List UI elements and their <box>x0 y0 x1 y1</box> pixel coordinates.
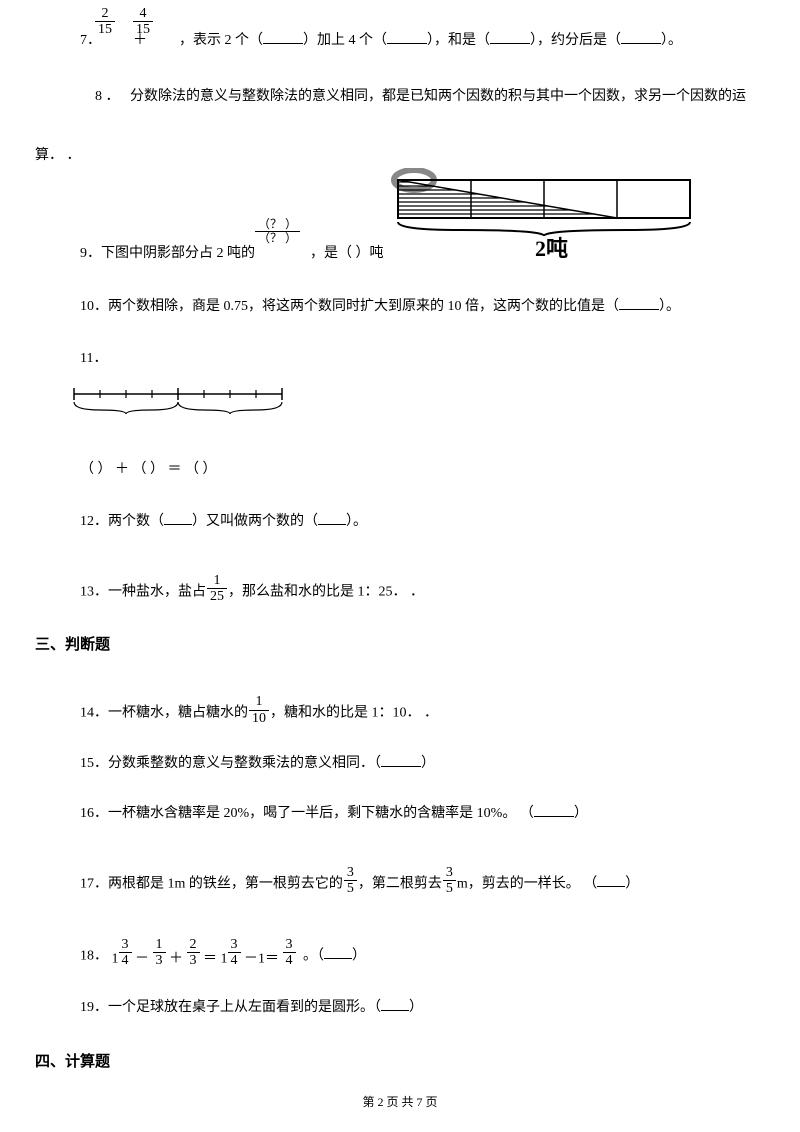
blank[interactable] <box>387 30 427 44</box>
q12-number: 12． <box>80 514 108 529</box>
q18-expression: 134 － 13 ＋ 23 ＝ 134 －1＝ 34 <box>112 939 296 971</box>
question-9: 2吨 （？ ）（？ ） 9．下图中阴影部分占 2 吨的 ，是（ ）吨 <box>35 168 750 268</box>
q9-text-line: 9．下图中阴影部分占 2 吨的 ，是（ ）吨 <box>80 243 384 265</box>
blank[interactable] <box>324 945 352 959</box>
blank[interactable] <box>621 30 661 44</box>
q15-number: 15． <box>80 756 108 771</box>
blank[interactable] <box>318 511 346 525</box>
q16-number: 16． <box>80 806 108 821</box>
question-17: 17．两根都是 1m 的铁丝，第一根剪去它的35，第二根剪去35m，剪去的一样长… <box>35 864 750 896</box>
blank[interactable] <box>597 873 625 887</box>
question-18: 18． 134 － 13 ＋ 23 ＝ 134 －1＝ 34 。（） <box>35 936 750 968</box>
q8-tail: 算． ． <box>35 145 750 167</box>
blank[interactable] <box>490 30 530 44</box>
q13-number: 13． <box>80 584 108 599</box>
q14-number: 14． <box>80 706 108 721</box>
blank[interactable] <box>263 30 303 44</box>
section-4-header: 四、计算题 <box>35 1050 750 1074</box>
question-11: 11． <box>35 348 750 370</box>
svg-text:2吨: 2吨 <box>535 236 568 258</box>
blank[interactable] <box>381 997 409 1011</box>
q11-equation: （ ） ＋ （ ） ＝ （ ） <box>35 459 750 481</box>
question-19: 19．一个足球放在桌子上从左面看到的是圆形。（） <box>35 997 750 1019</box>
q10-number: 10． <box>80 299 108 314</box>
question-16: 16．一杯糖水含糖率是 20%，喝了一半后，剩下糖水的含糖率是 10%。 （） <box>35 803 750 825</box>
page-footer: 第 2 页 共 7 页 <box>0 1093 800 1112</box>
blank[interactable] <box>619 296 659 310</box>
q7-text: ，表示 2 个（ <box>179 33 263 48</box>
tons-diagram: 2吨 <box>380 168 710 266</box>
q8-text: 分数除法的意义与整数除法的意义相同，都是已知两个因数的积与其中一个因数，求另一个… <box>130 89 746 104</box>
question-15: 15．分数乘整数的意义与整数乘法的意义相同．（） <box>35 753 750 775</box>
fraction-2-15: 215 <box>95 8 115 40</box>
question-14: 14．一杯糖水，糖占糖水的110，糖和水的比是 1：10． ． <box>35 693 750 725</box>
q19-number: 19． <box>80 1000 108 1015</box>
q9-number: 9． <box>80 246 101 261</box>
question-12: 12．两个数（）又叫做两个数的（）。 <box>35 511 750 533</box>
q11-number: 11． <box>80 351 107 366</box>
section-3-header: 三、判断题 <box>35 633 750 657</box>
question-8: 8 ． 分数除法的意义与整数除法的意义相同，都是已知两个因数的积与其中一个因数，… <box>35 82 750 113</box>
blank[interactable] <box>381 753 421 767</box>
q8-number: 8 ． <box>95 89 120 104</box>
fraction-4-15: 415 <box>133 8 153 40</box>
question-10: 10．两个数相除，商是 0.75，将这两个数同时扩大到原来的 10 倍，这两个数… <box>35 296 750 318</box>
question-7: 215 415 7． ＋ ，表示 2 个（）加上 4 个（），和是（），约分后是… <box>35 30 750 52</box>
blank[interactable] <box>164 511 192 525</box>
q17-number: 17． <box>80 876 108 891</box>
ruler-diagram <box>35 384 750 428</box>
question-13: 13．一种盐水，盐占125，那么盐和水的比是 1：25． ． <box>35 572 750 604</box>
q18-number: 18． <box>80 948 108 963</box>
blank[interactable] <box>534 803 574 817</box>
